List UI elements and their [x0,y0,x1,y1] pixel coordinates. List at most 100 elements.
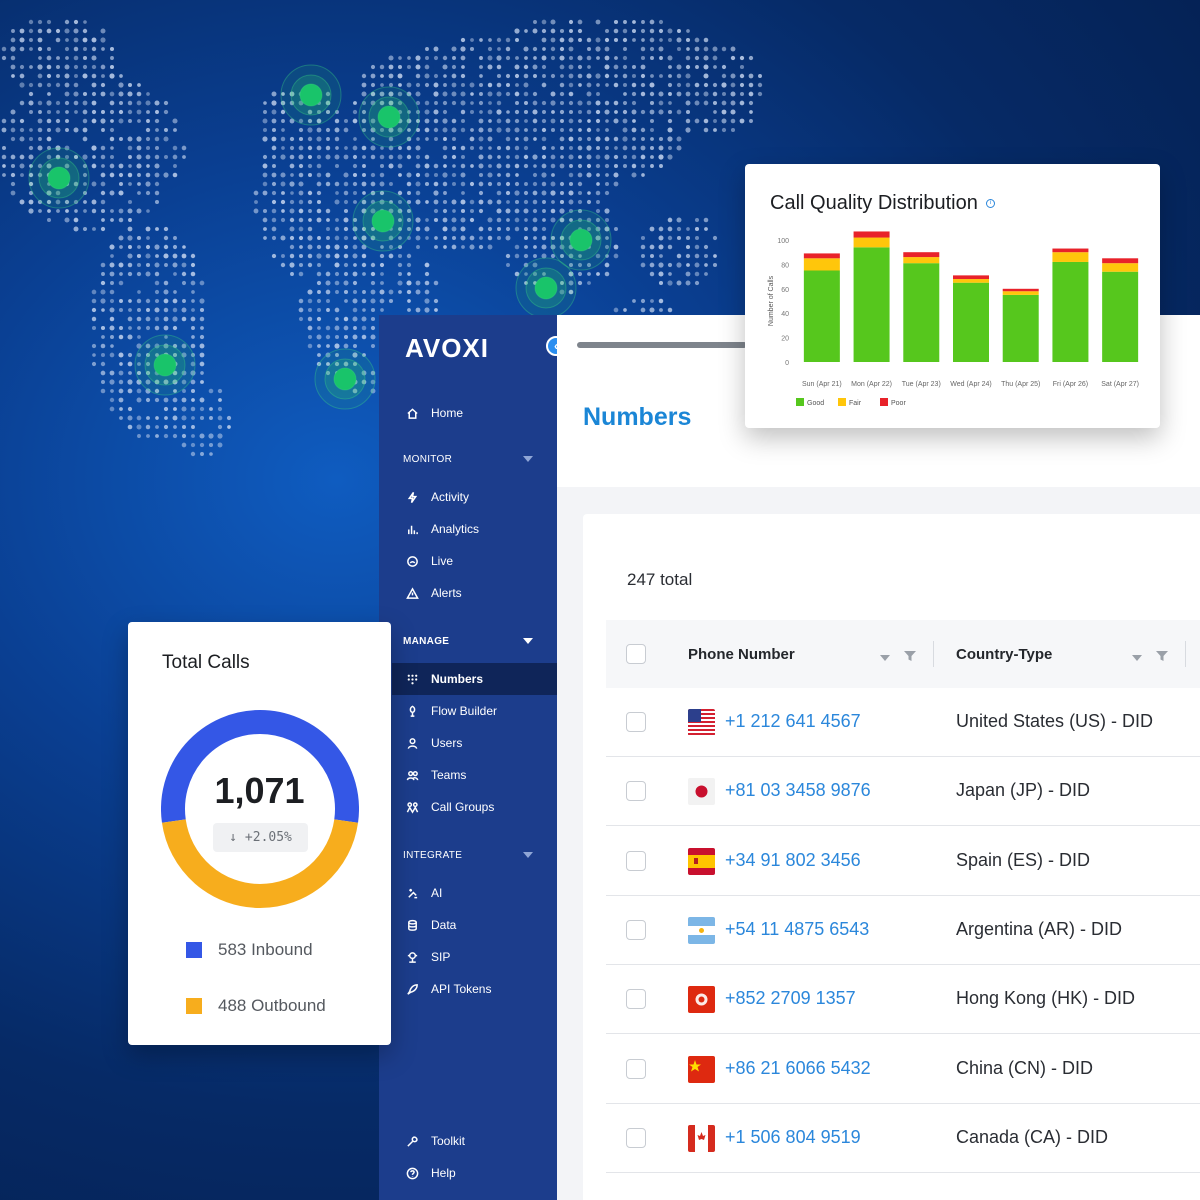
section-manage[interactable]: MANAGE [403,631,533,651]
map-dot [64,64,70,70]
sidebar-item-help[interactable]: Help [379,1157,557,1189]
table-row[interactable]: +34 91 802 3456 Spain (ES) - DID [606,827,1200,896]
x-tick-label: Sun (Apr 21) [802,381,842,388]
map-dot [190,442,196,448]
sidebar-item-numbers[interactable]: Numbers [392,663,557,695]
sidebar-item-analytics[interactable]: Analytics [379,513,557,545]
row-checkbox[interactable] [626,850,646,871]
sidebar-item-api-tokens[interactable]: API Tokens [379,973,557,1005]
map-dot [505,73,511,79]
scroll-indicator[interactable] [577,342,747,348]
row-checkbox[interactable] [626,989,646,1010]
map-dot [110,218,114,222]
sidebar-item-activity[interactable]: Activity [379,481,557,513]
sidebar-item-flow-builder[interactable]: Flow Builder [379,695,557,727]
sidebar-item-data[interactable]: Data [379,909,557,941]
sidebar-item-ai[interactable]: AI [379,877,557,909]
phone-number-link[interactable]: +34 91 802 3456 [725,849,861,870]
map-dot [82,28,88,34]
sidebar-item-teams[interactable]: Teams [379,759,557,791]
sidebar-item-sip[interactable]: SIP [379,941,557,973]
phone-number-link[interactable]: +1 212 641 4567 [725,711,861,731]
map-dot [577,55,583,61]
map-dot [379,181,385,187]
phone-number-link[interactable]: +852 2709 1357 [725,988,856,1009]
map-dot [100,172,106,178]
section-integrate[interactable]: INTEGRATE [403,845,533,865]
filter-icon[interactable] [1156,649,1168,667]
map-dot [73,154,79,160]
map-dot [667,28,673,34]
map-dot [641,20,645,24]
table-row[interactable]: +54 11 4875 6543 Argentina (AR) - DID [606,896,1200,965]
map-dot [551,110,555,114]
table-row[interactable]: +1 212 641 4567 United States (US) - DID [606,688,1200,757]
map-dot [650,56,654,60]
map-dot [145,172,151,178]
map-dot [577,145,583,151]
map-dot [362,353,366,357]
map-dot [622,46,628,52]
select-all-checkbox[interactable] [626,644,646,664]
sort-icon[interactable] [1132,655,1142,661]
map-dot [19,100,25,106]
map-dot [568,145,574,151]
map-dot [577,271,583,277]
row-checkbox[interactable] [626,712,646,732]
phone-number-link[interactable]: +54 11 4875 6543 [725,918,870,939]
map-dot [533,20,537,24]
map-dot [91,73,97,79]
column-header-country-type[interactable]: Country-Type [956,646,1053,663]
map-dot [415,280,421,286]
sidebar-item-label: AI [431,886,443,900]
phone-number-link[interactable]: +1 506 804 9519 [725,1126,861,1147]
sidebar-item-call-groups[interactable]: Call Groups [379,791,557,823]
map-dot [407,272,411,276]
column-header-phone-number[interactable]: Phone Number [688,646,795,663]
map-dot [551,200,555,204]
map-dot [406,82,412,88]
row-checkbox[interactable] [626,1058,646,1079]
table-row[interactable]: +1 506 804 9519 Canada (CA) - DID [606,1104,1200,1173]
sidebar-item-users[interactable]: Users [379,727,557,759]
map-dot [74,209,78,213]
map-dot [334,181,340,187]
table-row[interactable]: +86 21 6066 5432 China (CN) - DID [606,1035,1200,1104]
phone-number-link[interactable]: +86 21 6066 5432 [725,1057,871,1078]
map-dot [362,164,366,168]
delta-badge: ↓ +2.05% [213,823,308,852]
map-dot [532,262,538,268]
sidebar-item-home[interactable]: Home [379,397,557,429]
map-dot [523,145,529,151]
filter-icon[interactable] [904,649,916,667]
map-dot [146,416,150,420]
sort-icon[interactable] [880,655,890,661]
map-dot [73,28,79,34]
info-icon[interactable]: i [985,199,995,208]
column-divider[interactable] [933,641,934,667]
map-dot [487,91,493,97]
map-dot [685,91,691,97]
table-row[interactable]: +81 03 3458 9876 Japan (JP) - DID [606,757,1200,827]
map-dot [334,244,340,250]
sidebar-item-alerts[interactable]: Alerts [379,577,557,609]
section-monitor[interactable]: MONITOR [403,449,533,469]
sidebar-item-live[interactable]: Live [379,545,557,577]
map-dot [614,110,618,114]
phone-number-link[interactable]: +81 03 3458 9876 [725,780,871,801]
map-dot [145,262,151,268]
row-checkbox[interactable] [626,919,646,940]
map-dot [46,163,52,169]
map-dot [298,145,304,151]
sidebar-item-toolkit[interactable]: Toolkit [379,1125,557,1157]
map-dot [19,154,25,160]
map-dot [64,145,70,151]
row-checkbox[interactable] [626,781,646,802]
row-checkbox[interactable] [626,1127,646,1148]
map-dot [757,91,763,97]
column-divider[interactable] [1185,641,1186,667]
map-dot [154,100,160,106]
table-row[interactable]: +852 2709 1357 Hong Kong (HK) - DID [606,965,1200,1035]
map-dot [19,46,25,52]
map-dot [227,425,231,429]
